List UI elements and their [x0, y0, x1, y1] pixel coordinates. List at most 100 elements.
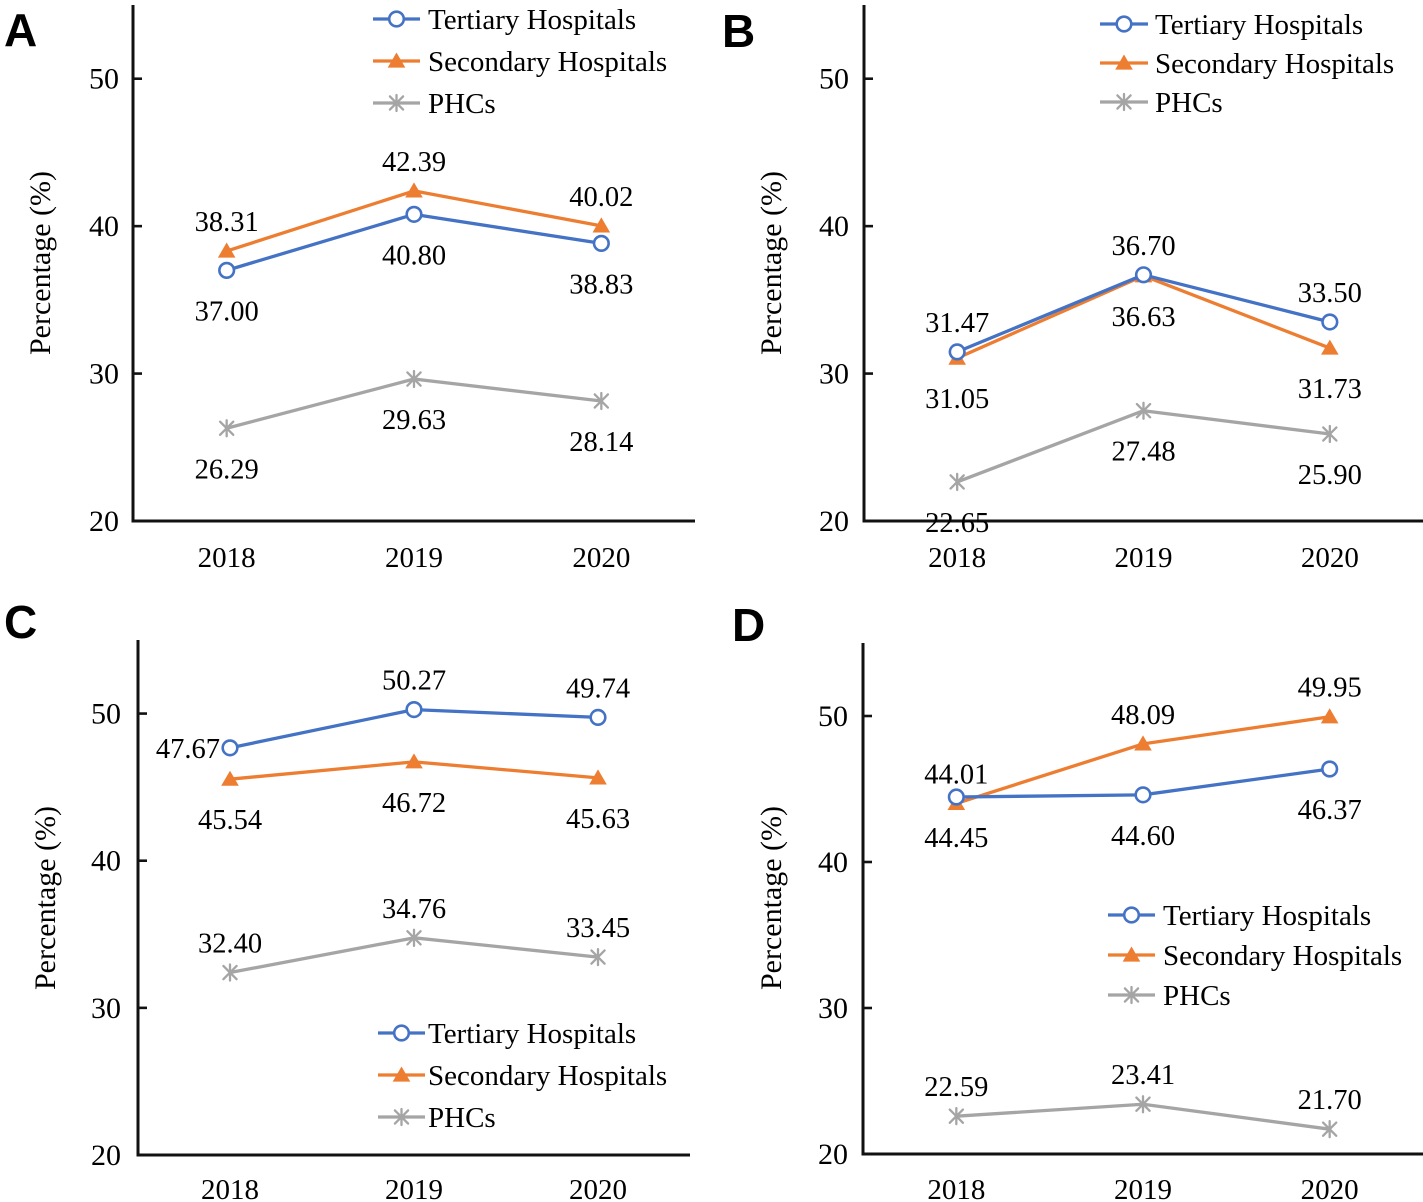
series-secondary-hospitals: 31.05 36.63 31.73: [925, 267, 1362, 415]
panel-c: C 20 30 40 50 2018 2019 2020 Percentage (%) 32.40…: [4, 596, 690, 1202]
asterisk-arm: [218, 420, 235, 437]
y-axis-title: Percentage (%): [755, 806, 788, 990]
asterisk-marker: [222, 963, 238, 982]
y-axis-title: Percentage (%): [755, 171, 788, 355]
y-tick-label: 20: [91, 1139, 121, 1172]
asterisk-marker: [948, 1107, 965, 1126]
x-tick-label: 2020: [1301, 542, 1359, 574]
open-circle-marker: [405, 700, 423, 719]
legend-label: PHCs: [428, 1102, 496, 1134]
asterisk-arm: [1322, 426, 1338, 442]
asterisk-marker: [388, 93, 405, 113]
legend-item-tertiary-hospitals: Tertiary Hospitals: [1100, 9, 1363, 41]
y-tick-label: 30: [91, 992, 121, 1025]
data-label: 49.95: [1298, 673, 1362, 704]
data-label: 44.45: [924, 823, 988, 854]
legend-label: PHCs: [1163, 980, 1231, 1012]
panel-b: B 20 30 40 50 2018 2019 2020 Percentage (%) 22.65…: [722, 5, 1423, 574]
filled-triangle-marker: [589, 769, 607, 785]
open-circle-marker: [392, 1024, 411, 1042]
open-circle-marker: [1321, 313, 1339, 331]
open-circle-marker: [592, 234, 610, 252]
data-label: 42.39: [382, 147, 446, 178]
data-label: 38.31: [195, 207, 259, 238]
y-tick-label: 20: [818, 1138, 848, 1171]
y-tick-label: 40: [89, 210, 119, 243]
x-tick-label: 2020: [1301, 1174, 1359, 1202]
x-tick-label: 2019: [1114, 1174, 1172, 1202]
legend-item-phcs: PHCs: [378, 1102, 496, 1134]
legend-item-phcs: PHCs: [373, 88, 496, 120]
data-label: 32.40: [198, 929, 262, 960]
y-tick-label: 50: [818, 700, 848, 733]
legend: Tertiary Hospitals Secondary Hospitals PHC…: [373, 4, 667, 120]
x-tick-label: 2018: [201, 1174, 259, 1202]
asterisk-marker: [1135, 1095, 1151, 1114]
legend-label: PHCs: [1155, 87, 1223, 119]
legend-label: Tertiary Hospitals: [1155, 9, 1363, 41]
asterisk-arm: [222, 964, 238, 981]
open-circle-marker: [1134, 786, 1152, 804]
y-tick-label: 40: [818, 846, 848, 879]
data-label: 36.63: [1111, 302, 1175, 333]
filled-triangle-marker: [387, 52, 406, 68]
data-label: 36.70: [1111, 231, 1175, 262]
asterisk-arm: [1135, 1096, 1151, 1112]
series-tertiary-hospitals: 31.47 36.70 33.50: [925, 231, 1362, 361]
legend-label: Secondary Hospitals: [428, 46, 667, 78]
open-circle-marker: [221, 739, 239, 757]
legend-item-tertiary-hospitals: Tertiary Hospitals: [378, 1018, 636, 1050]
x-tick-label: 2020: [572, 542, 630, 574]
data-label: 33.45: [566, 913, 630, 944]
open-circle-marker: [947, 788, 965, 806]
series-secondary-hospitals: 45.54 46.72 45.63: [198, 753, 630, 836]
filled-triangle-marker: [1320, 708, 1339, 724]
data-label: 31.05: [925, 384, 989, 415]
data-label: 48.09: [1111, 700, 1175, 731]
x-tick-label: 2018: [198, 542, 256, 574]
open-circle-marker: [948, 343, 966, 361]
asterisk-arm: [388, 95, 405, 111]
y-tick-label: 40: [91, 845, 121, 878]
asterisk-arm: [406, 371, 422, 387]
legend-label: Tertiary Hospitals: [428, 1018, 636, 1050]
filled-triangle-marker: [1321, 339, 1339, 355]
legend: Tertiary Hospitals Secondary Hospitals PHC…: [1100, 9, 1394, 119]
y-tick-label: 50: [89, 63, 119, 96]
open-circle-marker: [218, 261, 236, 279]
data-label: 26.29: [195, 454, 259, 485]
asterisk-marker: [1321, 1120, 1338, 1139]
data-label: 44.01: [924, 759, 988, 790]
legend-item-secondary-hospitals: Secondary Hospitals: [1108, 940, 1402, 972]
asterisk-arm: [1321, 1121, 1338, 1137]
y-tick-label: 20: [819, 505, 849, 538]
asterisk-arm: [1135, 402, 1152, 419]
asterisk-marker: [218, 419, 235, 438]
asterisk-arm: [949, 474, 965, 490]
legend-label: Tertiary Hospitals: [428, 4, 636, 36]
asterisk-marker: [593, 391, 610, 411]
data-label: 46.37: [1298, 795, 1362, 826]
data-label: 45.63: [566, 804, 630, 835]
y-tick-label: 50: [819, 63, 849, 96]
asterisk-marker: [590, 947, 606, 967]
data-label: 22.65: [925, 508, 989, 539]
data-label: 22.59: [924, 1072, 988, 1103]
legend-item-secondary-hospitals: Secondary Hospitals: [1100, 48, 1394, 80]
legend-label: Secondary Hospitals: [428, 1060, 667, 1092]
filled-triangle-marker: [1115, 54, 1133, 70]
legend-item-phcs: PHCs: [1100, 87, 1223, 119]
x-tick-label: 2019: [385, 542, 443, 574]
asterisk-marker: [1123, 985, 1140, 1005]
data-label: 46.72: [382, 788, 446, 819]
y-tick-label: 30: [819, 358, 849, 391]
data-label: 49.74: [566, 673, 630, 704]
data-label: 27.48: [1111, 437, 1175, 468]
asterisk-marker: [406, 369, 422, 389]
data-label: 29.63: [382, 405, 446, 436]
data-label: 47.67: [156, 734, 220, 765]
y-tick-label: 30: [89, 358, 119, 391]
filled-triangle-marker: [392, 1066, 411, 1082]
series-phcs: 22.59 23.41 21.70: [924, 1060, 1362, 1139]
